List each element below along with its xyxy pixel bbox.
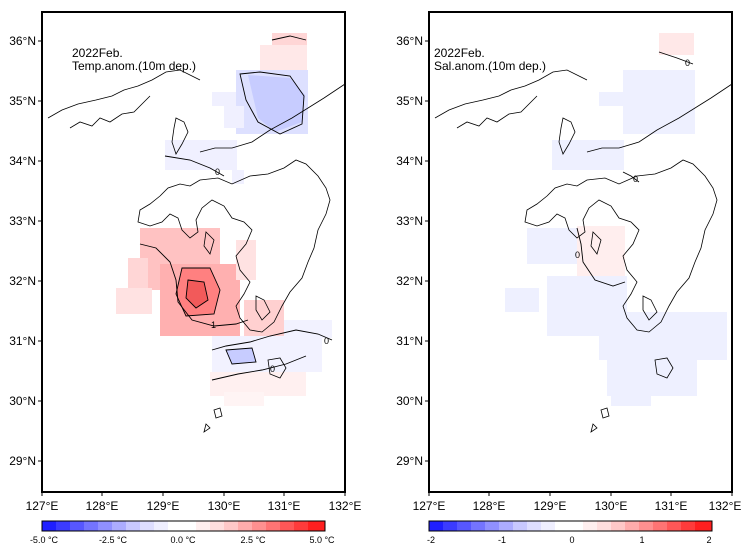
lat-label: 34°N [9,154,36,168]
colorbar-label: 0.0 °C [170,535,196,545]
temp-contour-label: 0 [324,336,329,346]
temp-map-subtitle: Temp.anom.(10m dep.) [72,59,196,73]
lon-label: 127°E [26,499,59,513]
colorbar-label: -1 [498,535,506,545]
sal-map-title: 2022Feb. [434,46,485,60]
temp-contour-label: 0 [215,167,220,177]
temp-contours [139,35,333,381]
lon-label: 130°E [595,499,628,513]
lon-label: 131°E [268,499,301,513]
lon-label: 128°E [86,499,119,513]
lon-label: 128°E [473,499,506,513]
lat-label: 33°N [9,214,36,228]
lat-label: 29°N [9,454,36,468]
colorbar-label: 2 [706,535,711,545]
sal-map-frame [428,11,733,493]
colorbar-label: -2 [427,535,435,545]
lat-label: 30°N [9,394,36,408]
temp-map-title: 2022Feb. [72,46,123,60]
lat-label: 29°N [396,454,423,468]
lon-label: 130°E [208,499,241,513]
lon-label: 129°E [534,499,567,513]
temp-coastline [47,69,346,433]
lat-label: 34°N [396,154,423,168]
temp-contour-label: 1 [211,320,216,330]
lon-label: 132°E [709,499,742,513]
colorbar-label: -2.5 °C [99,535,128,545]
lat-label: 35°N [396,94,423,108]
lon-label: 129°E [147,499,180,513]
lat-label: 32°N [396,274,423,288]
colorbar-label: 5.0 °C [309,535,335,545]
lon-label: 132°E [329,499,362,513]
lat-label: 30°N [396,394,423,408]
temp-anomaly-map: 0 1 0 0 2022Feb. Temp.anom.(10m dep.) 36… [9,11,362,545]
lat-label: 35°N [9,94,36,108]
temp-anomaly-cells [116,33,332,406]
lat-label: 31°N [9,334,36,348]
colorbar-label: 0 [569,535,574,545]
sal-anomaly-cells [505,33,727,406]
temp-map-frame [41,11,346,493]
sal-contours [576,51,694,287]
sal-colorbar [428,520,713,532]
colorbar-label: 2.5 °C [240,535,266,545]
colorbar-label: 1 [639,535,644,545]
sal-contour-label: 0 [633,174,638,184]
lat-label: 36°N [9,34,36,48]
sal-contour-label: 0 [575,250,580,260]
lat-label: 36°N [396,34,423,48]
lon-label: 127°E [413,499,446,513]
lat-label: 31°N [396,334,423,348]
lon-label: 131°E [655,499,688,513]
salinity-anomaly-map: 0 0 0 2022Feb. Sal.anom.(10m dep.) 36°N … [396,11,742,545]
colorbar-label: -5.0 °C [30,535,59,545]
lat-label: 33°N [396,214,423,228]
sal-map-subtitle: Sal.anom.(10m dep.) [434,59,546,73]
temp-contour-label: 0 [270,364,275,374]
sal-contour-label: 0 [685,58,690,68]
sal-coastline [434,69,733,433]
temp-colorbar [41,520,326,532]
lat-label: 32°N [9,274,36,288]
